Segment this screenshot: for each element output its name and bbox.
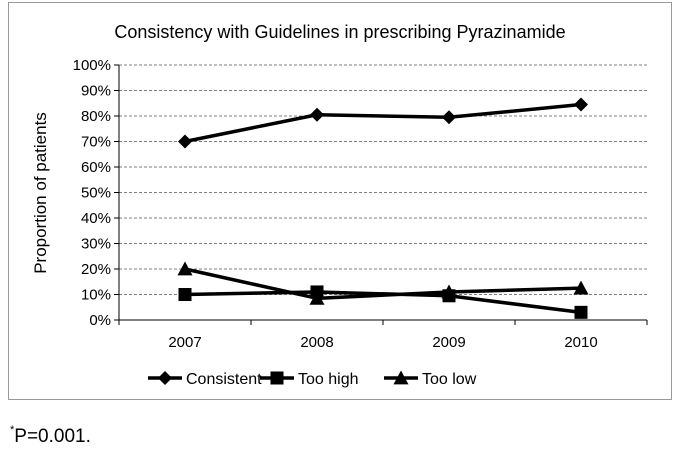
y-tick-label: 80% (81, 108, 111, 125)
data-point-too-low (441, 284, 457, 299)
gridlines (119, 64, 647, 295)
y-tick-label: 30% (81, 236, 111, 253)
y-tick-label: 40% (81, 210, 111, 227)
data-point-too-low (573, 280, 589, 295)
legend-item-too-high: Too high (260, 371, 359, 388)
footnote-marker: * (10, 424, 15, 436)
footnote: *P=0.001. (10, 424, 91, 448)
x-tick-label: 2008 (300, 334, 333, 351)
series-too-low (177, 261, 589, 305)
series-lines (177, 97, 589, 319)
y-tick-label: 50% (81, 185, 111, 202)
x-tick-label: 2007 (168, 334, 201, 351)
data-point-too-low (309, 290, 325, 305)
legend-item-too-low: Too low (384, 370, 477, 388)
x-tick-label: 2009 (432, 334, 465, 351)
legend-marker-too-high (270, 371, 284, 385)
data-point-too-low (177, 261, 193, 276)
legend-item-consistent: Consistent (148, 371, 262, 388)
data-point-too-high (178, 288, 192, 301)
data-point-too-high (574, 305, 588, 319)
legend: Consistent Too high Too low (148, 370, 477, 388)
y-tick-label: 0% (89, 312, 111, 329)
y-tick-label: 100% (73, 57, 111, 74)
legend-label: Too low (422, 371, 477, 388)
legend-marker-consistent (158, 371, 172, 385)
data-point-consistent (442, 110, 456, 125)
y-axis-label: Proportion of patients (31, 112, 50, 274)
y-tick-label: 20% (81, 261, 111, 278)
legend-label: Consistent (186, 371, 262, 388)
y-tick-label: 60% (81, 159, 111, 176)
chart-title: Consistency with Guidelines in prescribi… (114, 22, 565, 42)
legend-label: Too high (298, 371, 359, 388)
axes: 0% 10% 20% 30% 40% 50% 60% 70% 80% 90% 100% 2007 200… (73, 57, 648, 351)
series-consistent (178, 97, 588, 149)
y-tick-label: 90% (81, 83, 111, 100)
x-tick-label: 2010 (564, 334, 597, 351)
data-point-consistent (310, 107, 324, 122)
data-point-consistent (574, 97, 588, 112)
series-line-too-low (184, 267, 582, 301)
footnote-text: P=0.001. (14, 426, 91, 447)
legend-marker-too-low (393, 370, 409, 385)
series-line-consistent (184, 102, 582, 144)
y-tick-label: 10% (81, 287, 111, 304)
y-tick-label: 70% (81, 134, 111, 151)
data-point-consistent (178, 134, 192, 149)
